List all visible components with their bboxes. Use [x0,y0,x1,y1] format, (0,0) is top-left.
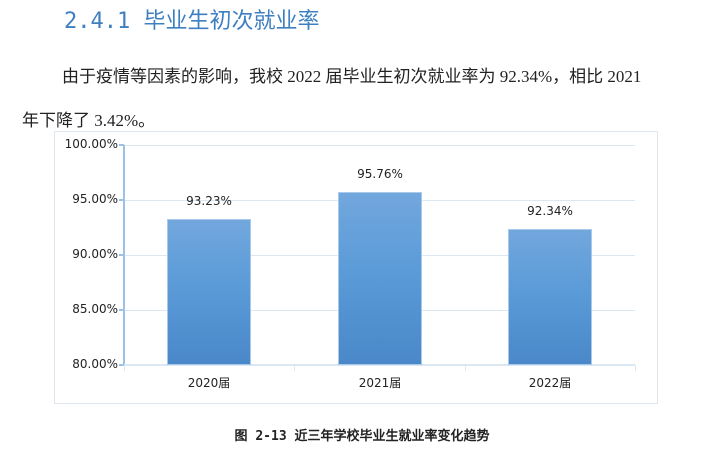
figure-caption: 图 2-13 近三年学校毕业生就业率变化趋势 [234,429,490,444]
paragraph-line-2: 年下降了 3.42%。 [22,111,156,130]
paragraph-line-1: 由于疫情等因素的影响，我校 2022 届毕业生初次就业率为 92.34%，相比 … [62,67,642,86]
chart-frame [54,131,658,404]
section-heading: 2.4.1 毕业生初次就业率 [64,9,320,34]
